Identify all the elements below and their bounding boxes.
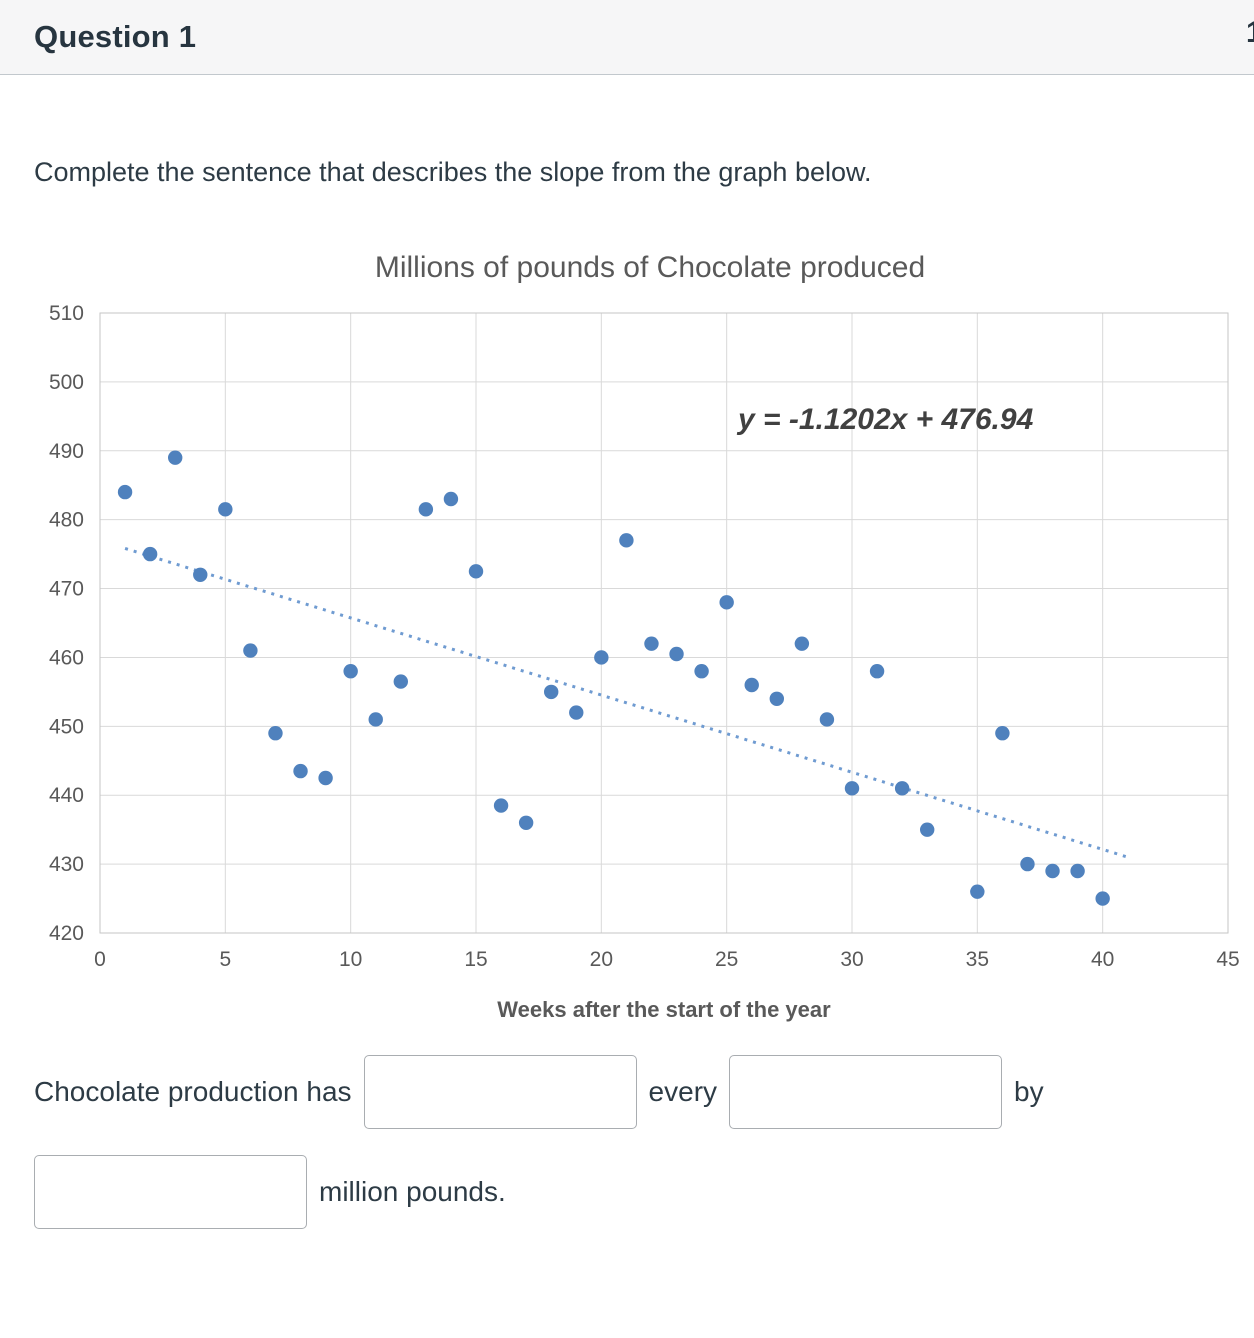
- svg-text:470: 470: [49, 578, 84, 601]
- svg-text:5: 5: [219, 948, 231, 971]
- svg-text:10: 10: [339, 948, 362, 971]
- sentence-text-2: every: [648, 1076, 718, 1107]
- gridlines: [99, 312, 1229, 934]
- svg-text:460: 460: [49, 646, 84, 669]
- svg-text:510: 510: [49, 302, 84, 325]
- x-axis-title: Weeks after the start of the year: [497, 997, 831, 1022]
- svg-text:430: 430: [49, 853, 84, 876]
- svg-text:440: 440: [49, 784, 84, 807]
- question-header: Question 1 1: [0, 0, 1254, 75]
- sentence-text-1: Chocolate production has: [34, 1076, 352, 1107]
- svg-text:500: 500: [49, 371, 84, 394]
- sentence-row-1: Chocolate production has every by: [34, 1055, 1220, 1129]
- points-fragment: 1: [1246, 16, 1254, 50]
- svg-text:480: 480: [49, 509, 84, 532]
- x-tick-labels: 0 5 10 15 20 25 30 35 40 45: [94, 948, 1240, 971]
- svg-text:30: 30: [840, 948, 863, 971]
- scatter-chart: Millions of pounds of Chocolate produced…: [49, 251, 1240, 1022]
- svg-text:45: 45: [1216, 948, 1239, 971]
- sentence-text-4: million pounds.: [319, 1176, 506, 1207]
- blank-change-input[interactable]: [363, 1055, 637, 1129]
- blank-amount-input[interactable]: [34, 1155, 307, 1229]
- question-title: Question 1: [34, 19, 197, 54]
- sentence-text-3: by: [1014, 1076, 1044, 1107]
- y-tick-labels: 420 430 440 450 460 470 480 490 500 510: [49, 302, 84, 945]
- svg-text:450: 450: [49, 715, 84, 738]
- svg-text:15: 15: [464, 948, 487, 971]
- svg-text:35: 35: [966, 948, 989, 971]
- trendline-equation: y = -1.1202x + 476.94: [736, 403, 1034, 436]
- trendline: [124, 547, 1129, 859]
- chart: Millions of pounds of Chocolate produced…: [0, 229, 1254, 1029]
- svg-text:490: 490: [49, 440, 84, 463]
- svg-text:0: 0: [94, 948, 106, 971]
- sentence-row-2: million pounds.: [34, 1155, 1220, 1229]
- svg-text:40: 40: [1091, 948, 1114, 971]
- chart-title: Millions of pounds of Chocolate produced: [375, 251, 925, 284]
- svg-text:20: 20: [590, 948, 613, 971]
- blank-interval-input[interactable]: [729, 1055, 1003, 1129]
- scatter-points: [117, 450, 1110, 906]
- answer-sentence: Chocolate production has every by millio…: [34, 1055, 1220, 1229]
- question-prompt: Complete the sentence that describes the…: [34, 157, 872, 187]
- svg-text:25: 25: [715, 948, 738, 971]
- svg-text:420: 420: [49, 922, 84, 945]
